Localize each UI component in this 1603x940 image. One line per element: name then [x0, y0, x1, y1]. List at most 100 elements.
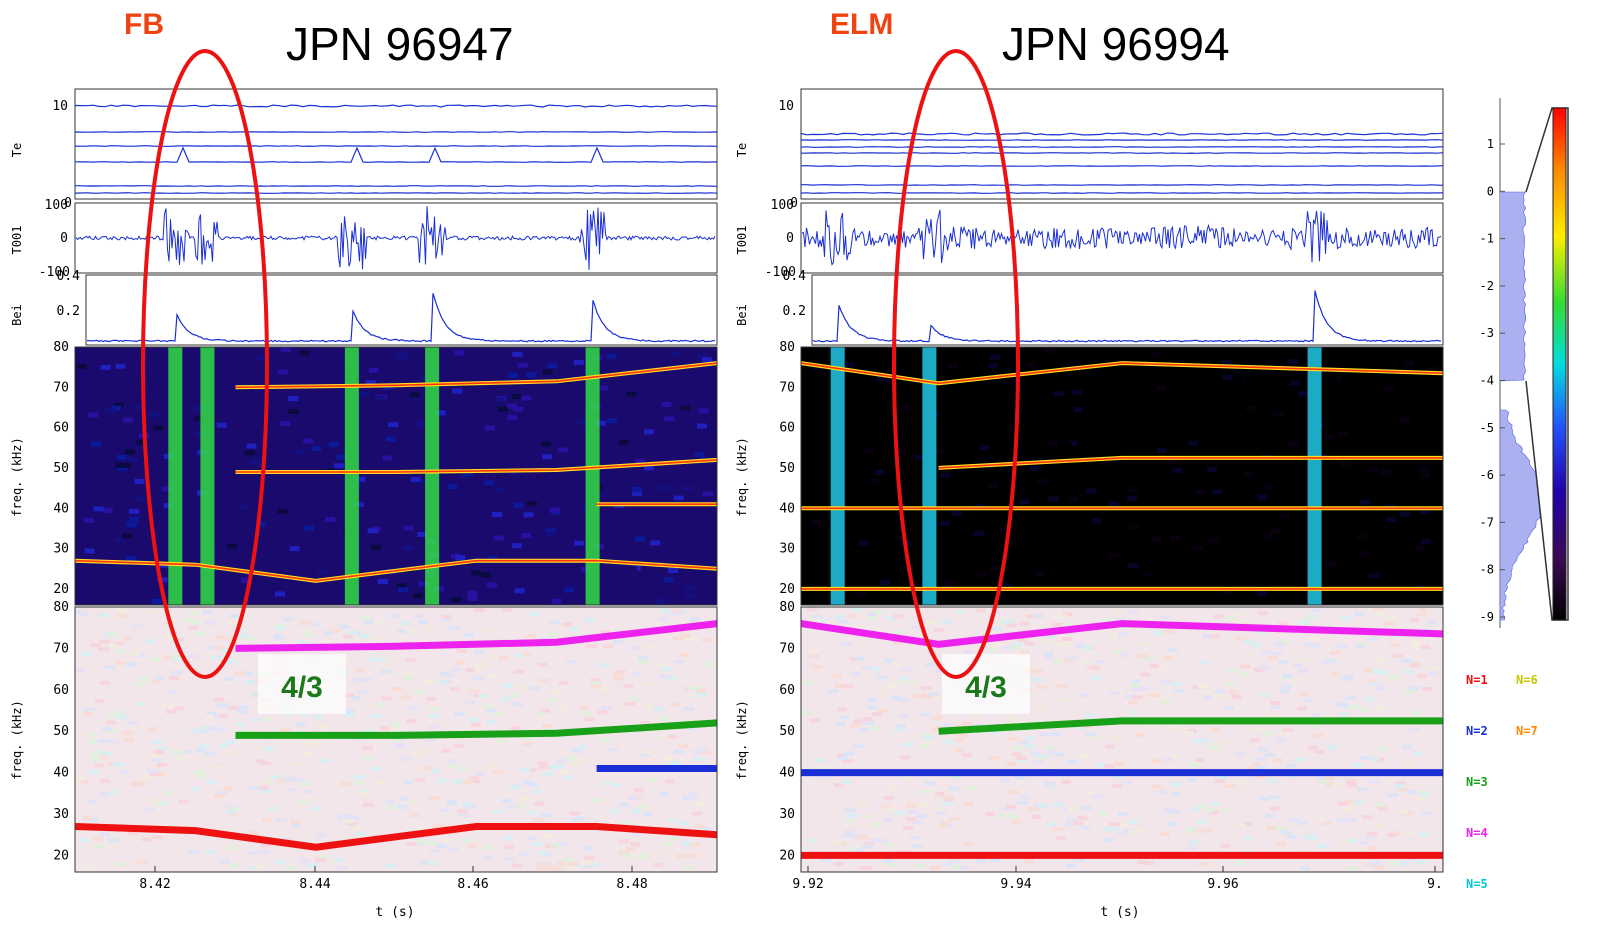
- spectrogram-speckle: [634, 458, 645, 464]
- t001-trace: [75, 206, 716, 270]
- mode-map-speckle: [204, 751, 215, 756]
- te-trace-1: [74, 104, 718, 108]
- mode-map-speckle: [1273, 651, 1284, 656]
- mode-map-speckle: [894, 810, 905, 815]
- mode-map-speckle: [470, 779, 481, 784]
- mode-map-speckle: [590, 681, 601, 686]
- mode-map-speckle: [501, 696, 512, 701]
- mode-map-speckle: [1337, 801, 1348, 806]
- spectrogram-speckle: [606, 353, 617, 359]
- mode-map-speckle: [809, 718, 820, 723]
- mode-map-speckle: [844, 808, 855, 813]
- mode-map-speckle: [226, 810, 237, 815]
- mode-map-speckle: [1144, 861, 1155, 866]
- mode-map-speckle: [862, 866, 873, 871]
- mode-map-speckle: [198, 729, 209, 734]
- mode-map-speckle: [809, 617, 820, 622]
- mode-map-speckle: [954, 748, 965, 753]
- mode-map-speckle: [642, 750, 653, 755]
- mode-map-speckle: [1307, 745, 1318, 750]
- mode-map-speckle: [213, 794, 224, 799]
- mode-map-speckle: [123, 637, 134, 642]
- mode-map-speckle: [1174, 688, 1185, 693]
- mode-map-speckle: [841, 779, 852, 784]
- spectrogram-speckle: [371, 545, 382, 551]
- mode-map-speckle: [358, 690, 369, 695]
- spectrogram-speckle: [117, 465, 128, 471]
- mode-map-speckle: [1159, 831, 1170, 836]
- mode-map-speckle: [1336, 643, 1347, 648]
- legend-entry-N=1: N=1: [1466, 673, 1488, 687]
- mode-map-speckle: [1033, 669, 1044, 674]
- mode-map-speckle: [1120, 653, 1131, 658]
- spectrogram-speckle: [494, 397, 505, 403]
- mode-map-speckle: [112, 762, 123, 767]
- mode-map-speckle: [98, 792, 109, 797]
- mode-map-speckle: [1420, 645, 1431, 650]
- spectrogram-speckle: [388, 422, 399, 428]
- mode-map-speckle: [283, 616, 294, 621]
- mode-map-speckle: [489, 763, 500, 768]
- spectrogram-speckle: [812, 365, 823, 371]
- left-te-tick-0: 0: [64, 196, 72, 211]
- spectrogram-speckle: [1425, 441, 1436, 447]
- spectrogram-speckle: [988, 482, 999, 488]
- spectrogram-speckle: [858, 540, 869, 546]
- spectrogram-speckle: [280, 420, 291, 426]
- spectrogram-speckle: [656, 598, 667, 604]
- spectrogram-speckle: [134, 478, 145, 484]
- mode-map-speckle: [1243, 849, 1254, 854]
- mode-map-speckle: [1338, 711, 1349, 716]
- mode-map-speckle: [108, 643, 119, 648]
- spectrogram-speckle: [545, 531, 556, 537]
- mode-map-speckle: [1204, 828, 1215, 833]
- spectrogram-speckle: [375, 396, 386, 402]
- mode-map-speckle: [172, 656, 183, 661]
- spectrogram-speckle: [463, 420, 474, 426]
- mode-map-speckle: [133, 682, 144, 687]
- mode-map-speckle: [1409, 727, 1420, 732]
- spectrogram-speckle: [1211, 531, 1222, 537]
- mode-map-speckle: [182, 617, 193, 622]
- spectrogram-speckle: [1384, 386, 1395, 392]
- mode-map-speckle: [322, 630, 333, 635]
- mode-map-speckle: [990, 858, 1001, 863]
- mode-map-speckle: [163, 703, 174, 708]
- mode-map-speckle: [1276, 738, 1287, 743]
- mode-map-speckle: [363, 620, 374, 625]
- mode-map-speckle: [1066, 759, 1077, 764]
- mode-map-speckle: [538, 851, 549, 856]
- mode-map-speckle: [115, 660, 126, 665]
- mode-map-speckle: [1007, 737, 1018, 742]
- spectrogram-speckle: [102, 507, 113, 513]
- spectrogram-speckle: [914, 454, 925, 460]
- spectrogram-speckle: [626, 391, 637, 397]
- spectrogram-speckle: [987, 362, 998, 368]
- mode-map-speckle: [243, 671, 254, 676]
- spectrogram-speckle: [811, 519, 822, 525]
- mode-map-speckle: [1258, 747, 1269, 752]
- mode-map-speckle: [1128, 830, 1139, 835]
- mode-map-speckle: [1335, 818, 1346, 823]
- mode-map-speckle: [439, 808, 450, 813]
- right-bei-axes: [811, 274, 1444, 346]
- mode-map-speckle: [510, 784, 521, 789]
- mode-map-speckle: [1416, 860, 1427, 865]
- spectrogram-speckle: [400, 365, 411, 371]
- mode-map-speckle: [1314, 775, 1325, 780]
- spectrogram-speckle: [991, 371, 1002, 377]
- spectrogram-speckle: [193, 405, 204, 411]
- mode-map-speckle: [99, 647, 110, 652]
- right-t001-tick-0: 0: [786, 231, 794, 246]
- spectrogram-speckle: [1181, 555, 1192, 561]
- mode-map-speckle: [1214, 779, 1225, 784]
- spectrogram-speckle: [1177, 432, 1188, 438]
- mode-map-speckle: [275, 860, 286, 865]
- mode-map-speckle: [81, 651, 92, 656]
- spectrogram-speckle: [1181, 483, 1192, 489]
- mode-map-speckle: [1037, 803, 1048, 808]
- left-spectrogram: [74, 346, 718, 606]
- mode-map-speckle: [119, 769, 130, 774]
- spectrogram-speckle: [83, 517, 94, 523]
